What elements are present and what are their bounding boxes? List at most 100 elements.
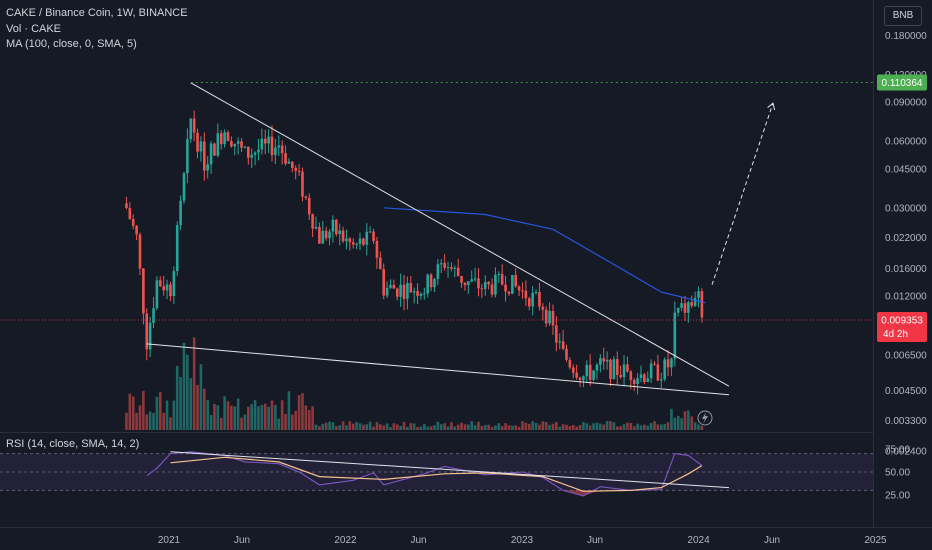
candle-body — [358, 238, 362, 244]
candle-body — [412, 291, 416, 293]
candle-body — [483, 282, 487, 289]
candle-body — [676, 307, 680, 313]
volume-bar — [497, 423, 501, 430]
price-tick-label: 0.060000 — [885, 137, 927, 148]
volume-bar — [304, 405, 308, 430]
candle-body — [582, 376, 585, 381]
volume-bar — [358, 423, 362, 430]
candle-body — [504, 284, 507, 292]
volume-bar — [274, 404, 277, 430]
volume-bar — [189, 378, 193, 430]
volume-bar — [297, 395, 301, 430]
volume-bar — [477, 421, 480, 430]
candle-body — [416, 291, 419, 296]
candle-body — [328, 231, 331, 239]
candle-body — [561, 341, 565, 349]
volume-bar — [467, 424, 470, 430]
candle-body — [395, 288, 399, 297]
volume-bar — [609, 421, 612, 430]
volume-bar — [595, 422, 599, 430]
price-tick-label: 0.180000 — [885, 31, 927, 42]
candle-body — [392, 284, 396, 289]
volume-bar — [267, 406, 270, 430]
volume-bar — [270, 400, 274, 430]
volume-bar — [514, 425, 518, 430]
projection-arrowhead — [767, 102, 776, 111]
candle-body — [294, 167, 297, 171]
time-tick-label: 2025 — [864, 535, 887, 546]
candle-body — [179, 200, 182, 226]
volume-bar — [230, 405, 233, 430]
candle-body — [527, 298, 531, 307]
candle-body — [609, 359, 612, 380]
volume-bar — [294, 410, 297, 430]
volume-bar — [463, 424, 467, 430]
candle-body — [318, 226, 321, 244]
candle-body — [622, 364, 626, 378]
volume-bar — [223, 396, 226, 430]
candle-body — [456, 267, 460, 276]
volume-bar — [280, 400, 284, 430]
candle-body — [419, 293, 423, 296]
rsi-legend: RSI (14, close, SMA, 14, 2) — [6, 438, 140, 450]
candle-body — [131, 218, 135, 226]
candle-body — [439, 263, 443, 265]
time-tick-label: 2023 — [511, 535, 534, 546]
time-tick-label: 2024 — [687, 535, 710, 546]
volume-bar — [284, 413, 287, 430]
candle-body — [524, 290, 528, 299]
volume-bar — [473, 425, 477, 430]
volume-bar — [291, 414, 294, 430]
volume-bar — [341, 421, 345, 430]
volume-bar — [541, 421, 545, 430]
candle-body — [541, 306, 545, 310]
candle-body — [399, 284, 402, 297]
candle-body — [683, 303, 687, 313]
volume-bar — [324, 422, 328, 430]
candle-body — [646, 378, 650, 383]
price-tick-label: 0.022000 — [885, 233, 927, 244]
candle-body — [250, 154, 253, 158]
volume-bar — [253, 400, 257, 430]
candle-body — [697, 291, 700, 298]
volume-bar — [145, 414, 149, 430]
volume-bar — [524, 422, 528, 430]
volume-bar — [243, 414, 247, 430]
symbol-badge[interactable]: BNB — [884, 6, 922, 26]
candle-body — [477, 278, 480, 289]
volume-bar — [639, 425, 643, 430]
volume-bar — [592, 423, 595, 430]
candle-body — [615, 359, 619, 375]
candle-body — [690, 302, 694, 306]
candle-body — [138, 234, 142, 269]
candle-body — [203, 141, 206, 171]
volume-bar — [683, 411, 687, 430]
volume-bar — [693, 422, 697, 430]
candle-body — [578, 377, 582, 381]
volume-bar — [555, 421, 558, 430]
candle-body — [406, 283, 409, 299]
candle-body — [467, 281, 470, 285]
volume-bar — [368, 421, 372, 430]
candle-body — [128, 208, 132, 219]
volume-bar — [460, 422, 463, 430]
volume-bar — [138, 405, 142, 430]
candle-body — [666, 359, 670, 368]
volume-bar — [158, 392, 162, 430]
rsi-trendline — [170, 451, 730, 489]
candle-body — [263, 138, 267, 144]
volume-bar — [301, 393, 304, 430]
volume-bar — [531, 421, 534, 430]
candle-body — [341, 230, 345, 242]
candle-body — [548, 311, 551, 324]
volume-bar — [175, 365, 179, 430]
time-tick-label: 2021 — [158, 535, 181, 546]
volume-bar — [568, 426, 572, 430]
candle-body — [372, 231, 375, 241]
volume-bar — [527, 423, 531, 430]
rsi-band-fill — [0, 453, 873, 491]
ma-100-line — [383, 207, 706, 304]
candle-body — [460, 275, 463, 283]
volume-bar — [656, 424, 660, 430]
